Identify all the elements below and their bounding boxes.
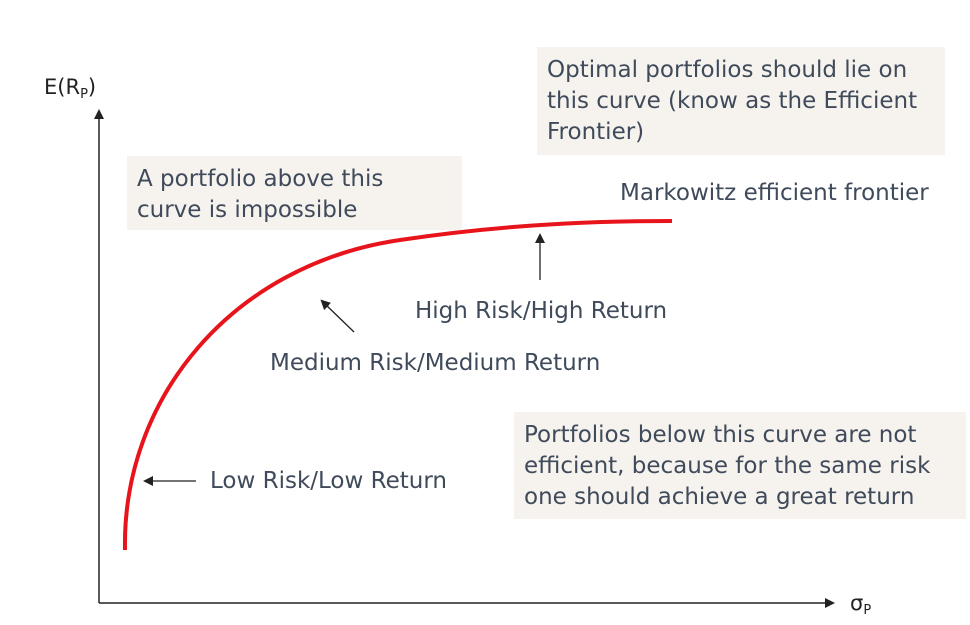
frontier-label: Markowitz efficient frontier: [620, 180, 929, 206]
low-risk-label: Low Risk/Low Return: [210, 468, 447, 494]
x-axis-title-sub: P: [863, 603, 872, 618]
impossible-portfolio-note: A portfolio above this curve is impossib…: [127, 156, 462, 230]
inefficient-portfolio-note: Portfolios below this curve are not effi…: [514, 412, 966, 519]
x-axis-title: σP: [850, 590, 871, 624]
medium-risk-label: Medium Risk/Medium Return: [270, 350, 601, 376]
y-axis-title-main: E(R: [44, 75, 81, 99]
optimal-portfolio-note: Optimal portfolios should lie on this cu…: [537, 47, 945, 155]
efficient-frontier-curve: [122, 219, 673, 551]
x-axis-title-main: σ: [850, 591, 864, 615]
y-axis-title-close: ): [87, 75, 97, 99]
high-risk-label: High Risk/High Return: [415, 298, 668, 324]
y-axis-title: E(RP): [44, 74, 96, 108]
medium-risk-pointer-arrow: [320, 299, 355, 333]
y-axis-title-sub: P: [80, 87, 88, 102]
